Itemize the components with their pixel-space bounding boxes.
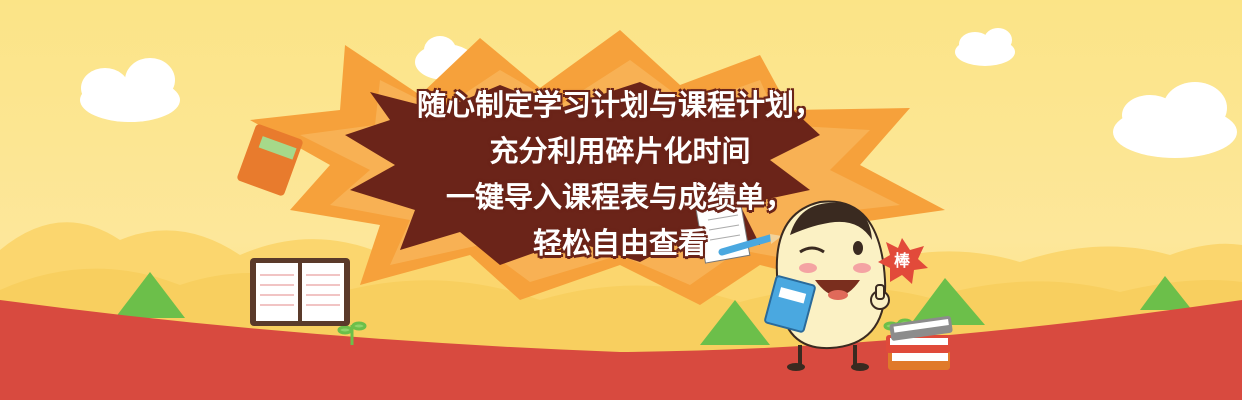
- notebook-icon: [250, 258, 350, 326]
- tree-icon: [910, 278, 985, 325]
- slogan-line-2: 充分利用碎片化时间: [489, 134, 751, 168]
- cloud-icon: [955, 28, 1015, 66]
- book-icon: [237, 124, 303, 196]
- ground: [0, 300, 1242, 400]
- book-stack-icon: [886, 316, 953, 370]
- slogan-line-4: 轻松自由查看: [532, 226, 707, 260]
- badge-text: 棒: [893, 251, 910, 270]
- egg-character: [764, 200, 890, 371]
- tree-icon: [700, 300, 770, 345]
- cloud-icon: [80, 58, 180, 122]
- pencil-icon: [718, 234, 782, 256]
- slogan-line-1: 随心制定学习计划与课程计划，: [416, 88, 823, 122]
- sprout-icon: [337, 321, 367, 345]
- tree-icon: [1140, 276, 1192, 310]
- badge-star-icon: [878, 238, 928, 284]
- slogan-line-3: 一键导入课程表与成绩单，: [445, 180, 794, 214]
- slogan: 随心制定学习计划与课程计划， 充分利用碎片化时间 一键导入课程表与成绩单， 轻松…: [360, 82, 880, 266]
- cloud-icon: [1113, 82, 1237, 158]
- tree-icon: [115, 272, 185, 318]
